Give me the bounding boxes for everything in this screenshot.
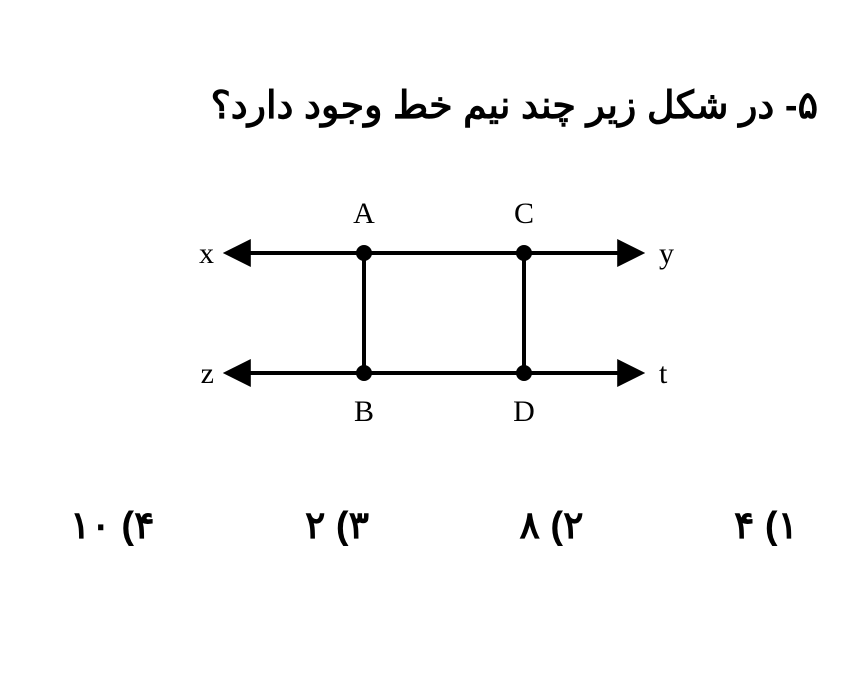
label-x: x xyxy=(199,237,214,270)
option-number: ۳) xyxy=(336,505,369,547)
page: ۵- در شکل زیر چند نیم خط وجود دارد؟ A C B D… xyxy=(0,0,868,693)
label-C: C xyxy=(514,197,534,230)
answer-options: ۱) ۴ ۲) ۸ ۳) ۲ ۴) ۱۰ xyxy=(70,503,798,548)
question-text: ۵- در شکل زیر چند نیم خط وجود دارد؟ xyxy=(50,80,818,133)
point-A xyxy=(356,245,372,261)
option-3[interactable]: ۳) ۲ xyxy=(305,503,369,548)
label-B: B xyxy=(354,395,374,428)
question-body: در شکل زیر چند نیم خط وجود دارد؟ xyxy=(211,85,775,127)
label-t: t xyxy=(659,357,668,390)
option-value: ۲ xyxy=(305,505,325,547)
option-4[interactable]: ۴) ۱۰ xyxy=(70,503,154,548)
point-B xyxy=(356,365,372,381)
question-number: ۵- xyxy=(785,85,818,127)
geometry-diagram: A C B Dx y z t xyxy=(154,173,714,453)
label-D: D xyxy=(513,395,535,428)
option-1[interactable]: ۱) ۴ xyxy=(734,503,798,548)
option-number: ۴) xyxy=(121,505,154,547)
point-C xyxy=(516,245,532,261)
diagram-container: A C B Dx y z t xyxy=(50,173,818,453)
option-2[interactable]: ۲) ۸ xyxy=(519,503,583,548)
point-D xyxy=(516,365,532,381)
option-number: ۱) xyxy=(765,505,798,547)
option-number: ۲) xyxy=(550,505,583,547)
label-z: z xyxy=(201,357,214,390)
label-A: A xyxy=(353,197,375,230)
label-y: y xyxy=(659,237,674,270)
option-value: ۸ xyxy=(519,505,539,547)
option-value: ۴ xyxy=(734,505,754,547)
option-value: ۱۰ xyxy=(70,505,111,547)
